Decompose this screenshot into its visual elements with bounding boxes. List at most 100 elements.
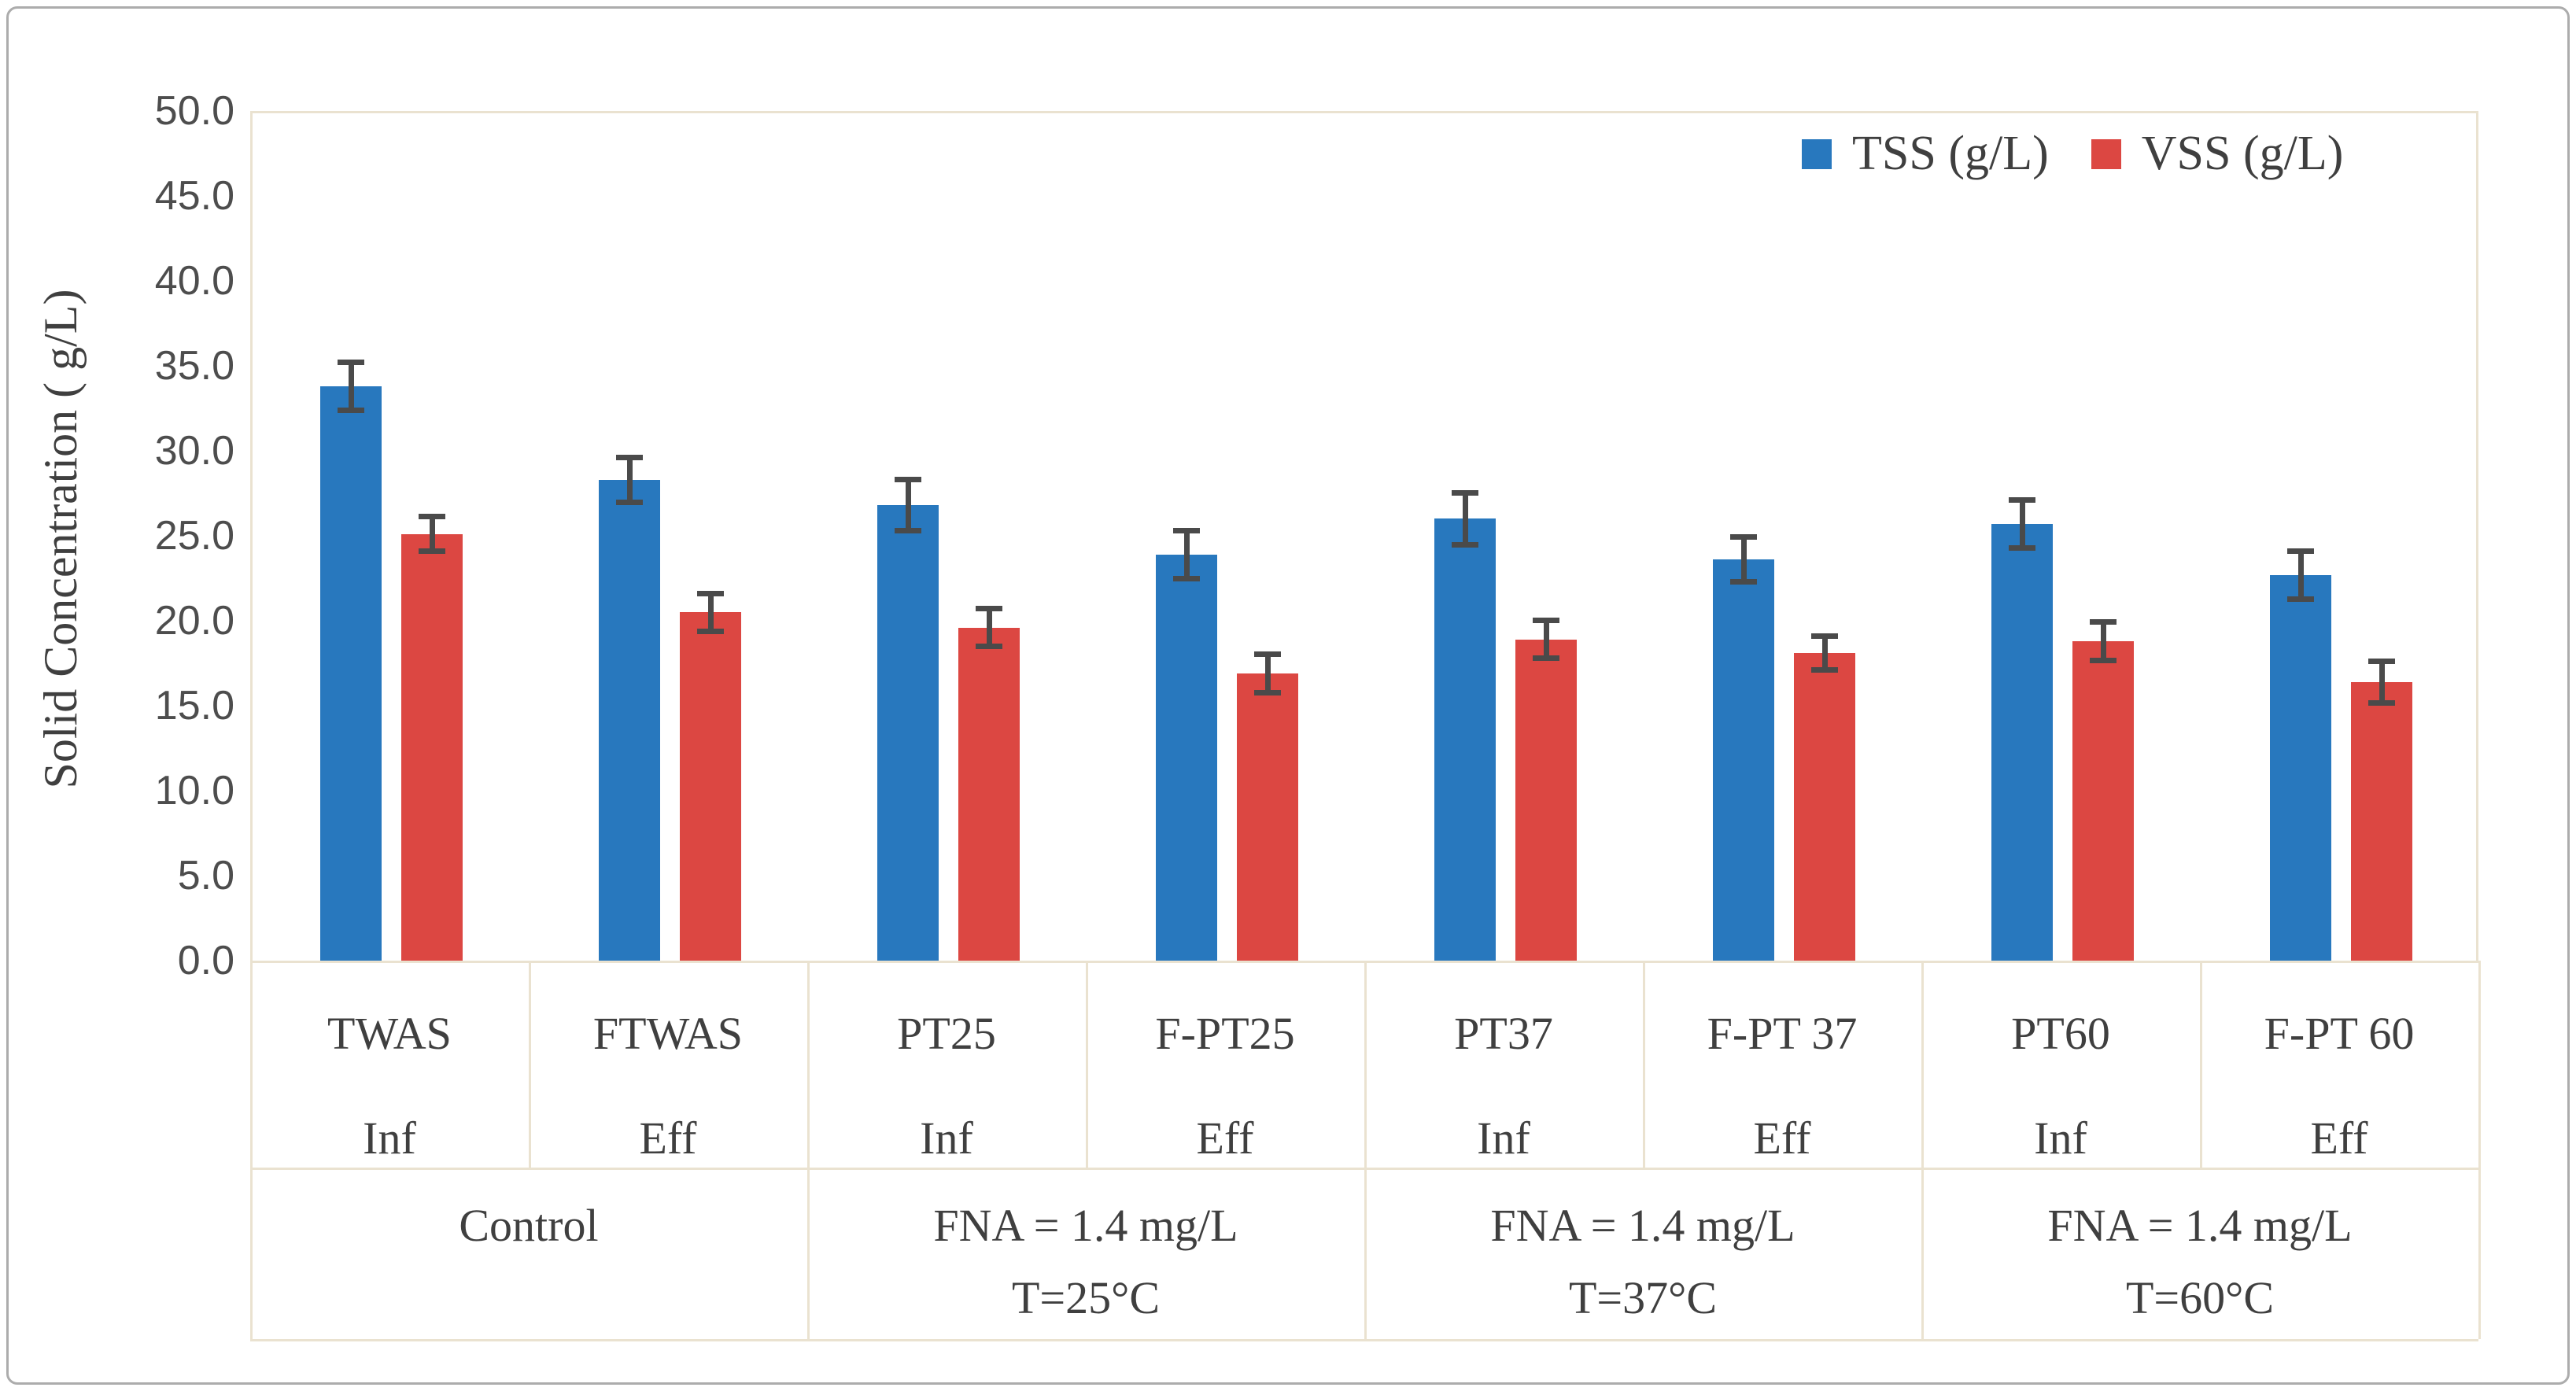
category-flow-label: Inf — [2034, 1112, 2087, 1164]
category-sample-label: PT25 — [897, 1008, 996, 1059]
error-bar-cap — [419, 548, 445, 555]
error-bar-cap — [2287, 548, 2314, 554]
error-bar-cap — [2009, 544, 2035, 551]
error-bar — [429, 518, 435, 550]
y-tick-label: 0.0 — [177, 938, 234, 983]
tss-bar-F-PT25 — [1156, 554, 1217, 961]
category-sample-label: PT60 — [2011, 1008, 2110, 1059]
error-bar-cap — [2368, 699, 2395, 706]
condition-group-label: T=25°C — [1011, 1272, 1161, 1323]
category-flow-label: Inf — [363, 1112, 416, 1164]
y-tick-label: 35.0 — [154, 343, 234, 389]
error-bar-cap — [2009, 496, 2035, 503]
error-bar-cap — [616, 454, 643, 460]
category-flow-label: Eff — [1196, 1112, 1254, 1164]
category-sample-label: F-PT 60 — [2264, 1008, 2415, 1059]
error-bar-cap — [697, 590, 724, 596]
category-flow-label: Eff — [1753, 1112, 1811, 1164]
error-bar-cap — [1254, 651, 1281, 658]
table-line — [1643, 961, 1645, 1168]
vss-bar-F-PT 60 — [2351, 681, 2412, 961]
error-bar — [2019, 501, 2025, 546]
error-bar — [1740, 539, 1747, 581]
legend-item-vss: VSS (g/L) — [2091, 126, 2344, 182]
error-bar-cap — [1533, 618, 1559, 624]
y-tick-label: 10.0 — [154, 768, 234, 814]
y-tick-label: 15.0 — [154, 683, 234, 729]
vss-legend-label: VSS (g/L) — [2141, 127, 2344, 180]
legend: TSS (g/L) VSS (g/L) — [1802, 126, 2343, 182]
table-line — [1364, 1168, 1367, 1339]
error-bar-cap — [419, 514, 445, 520]
error-bar-cap — [1730, 579, 1757, 585]
vss-legend-swatch-icon — [2091, 138, 2121, 169]
tss-bar-TWAS — [320, 386, 382, 961]
legend-item-tss: TSS (g/L) — [1802, 126, 2049, 182]
tss-bar-PT25 — [877, 505, 939, 961]
y-tick-label: 40.0 — [154, 258, 234, 304]
vss-bar-PT25 — [958, 627, 1020, 961]
table-line — [1086, 961, 1088, 1168]
error-bar — [986, 611, 992, 645]
error-bar-cap — [1452, 490, 1478, 496]
error-bar — [2100, 624, 2106, 659]
error-bar-cap — [697, 628, 724, 634]
tss-legend-label: TSS (g/L) — [1852, 127, 2049, 180]
error-bar — [2297, 552, 2304, 597]
error-bar-cap — [895, 528, 921, 534]
category-sample-label: F-PT25 — [1155, 1008, 1295, 1059]
error-bar — [1264, 656, 1271, 691]
table-line — [2478, 961, 2481, 1168]
condition-group-label: Control — [459, 1200, 599, 1251]
error-bar — [707, 595, 714, 629]
error-bar-cap — [2368, 659, 2395, 664]
table-line — [529, 961, 531, 1168]
error-bar-cap — [1254, 689, 1281, 696]
vss-bar-TWAS — [401, 533, 463, 961]
vss-bar-F-PT25 — [1237, 673, 1298, 961]
error-bar — [1183, 532, 1190, 577]
category-sample-label: FTWAS — [592, 1008, 744, 1059]
condition-group-label: T=37°C — [1568, 1272, 1718, 1323]
error-bar-cap — [895, 476, 921, 482]
error-bar — [905, 481, 911, 529]
table-line — [250, 1339, 2478, 1341]
category-flow-label: Inf — [920, 1112, 973, 1164]
tss-legend-swatch-icon — [1802, 138, 1832, 169]
table-line — [250, 1168, 253, 1339]
y-tick-label: 20.0 — [154, 598, 234, 644]
y-tick-label: 25.0 — [154, 513, 234, 559]
error-bar-cap — [1173, 575, 1200, 581]
table-line — [1921, 1168, 1924, 1339]
error-bar — [626, 459, 633, 500]
error-bar-cap — [1811, 667, 1838, 673]
vss-bar-F-PT 37 — [1794, 653, 1855, 961]
condition-group-label: FNA = 1.4 mg/L — [2047, 1200, 2353, 1251]
tss-bar-F-PT 37 — [1713, 559, 1774, 961]
error-bar-cap — [1452, 541, 1478, 548]
vss-bar-PT37 — [1515, 639, 1577, 961]
plot-border-top — [250, 111, 2478, 113]
error-bar — [1821, 637, 1828, 669]
y-tick-label: 50.0 — [154, 88, 234, 134]
y-tick-label: 5.0 — [177, 853, 234, 898]
error-bar-cap — [2287, 596, 2314, 602]
condition-group-label: FNA = 1.4 mg/L — [1490, 1200, 1795, 1251]
error-bar — [348, 363, 354, 408]
condition-group-label: T=60°C — [2125, 1272, 2275, 1323]
table-line — [250, 961, 253, 1168]
plot-border-right — [2476, 111, 2478, 961]
tss-bar-F-PT 60 — [2270, 574, 2331, 961]
error-bar-cap — [2090, 657, 2117, 663]
error-bar-cap — [976, 606, 1002, 612]
tss-bar-PT60 — [1991, 523, 2053, 961]
error-bar-cap — [1533, 655, 1559, 662]
vss-bar-PT60 — [2072, 640, 2134, 961]
error-bar-cap — [2090, 619, 2117, 625]
condition-group-label: FNA = 1.4 mg/L — [933, 1200, 1238, 1251]
table-line — [807, 1168, 810, 1339]
category-flow-label: Eff — [639, 1112, 697, 1164]
table-line — [2200, 961, 2202, 1168]
error-bar-cap — [616, 499, 643, 505]
